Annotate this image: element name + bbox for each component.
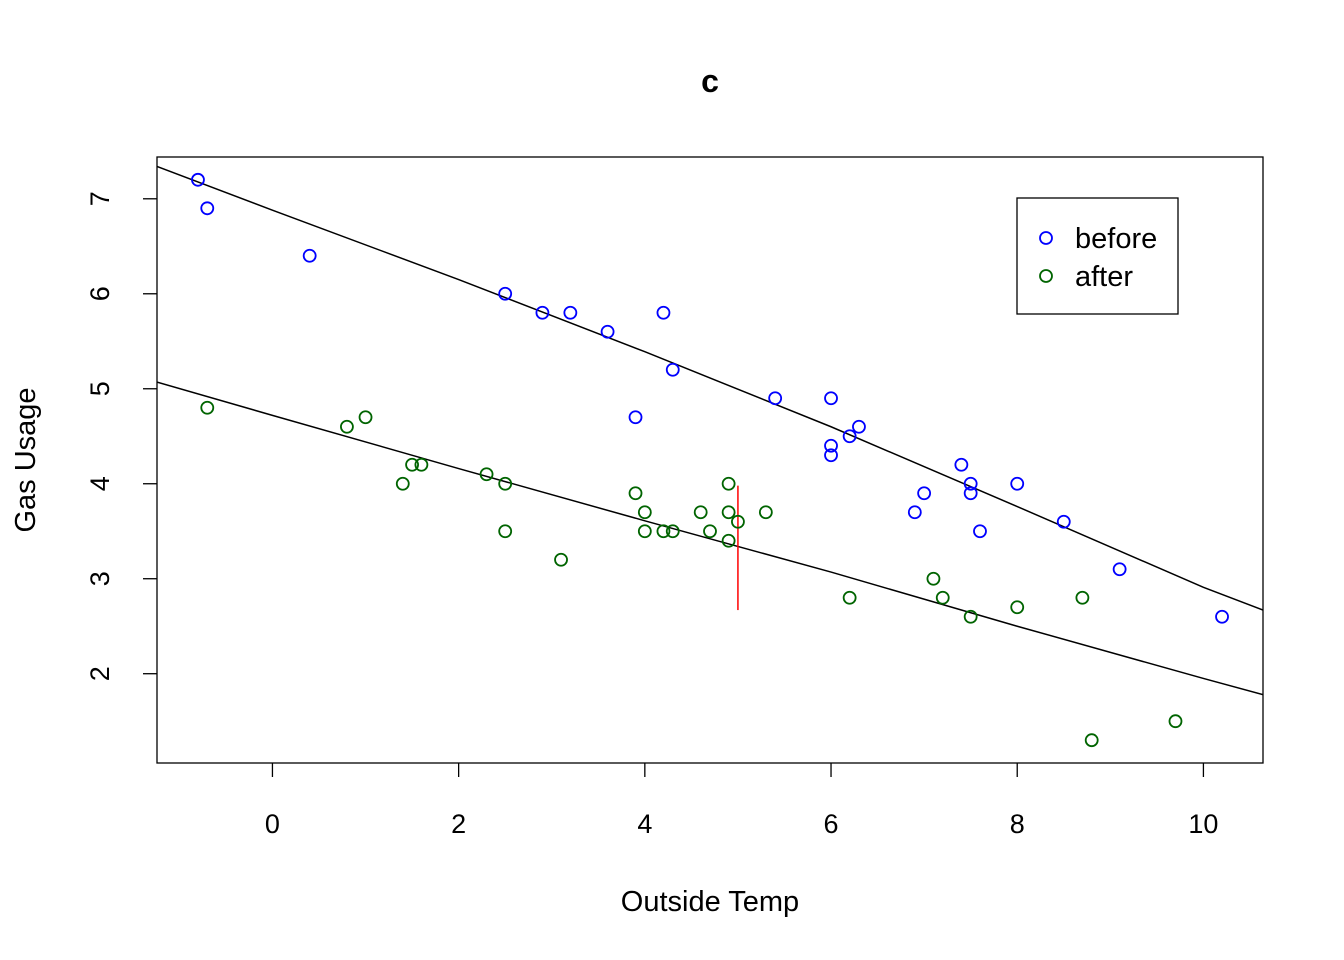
before-point [963,476,978,491]
legend-marker-before [1039,231,1053,245]
after-point [200,400,215,415]
after-point [405,457,419,472]
legend-marker-after [1039,269,1053,283]
x-tick-label: 10 [1188,809,1218,839]
after-point [637,524,652,539]
y-tick-label: 3 [85,571,115,586]
after-point [1084,733,1099,748]
before-point [1215,609,1229,624]
before-point [535,305,550,320]
after-point [498,476,513,491]
after-point [395,476,410,491]
before-point [191,172,205,187]
after-point [554,552,568,567]
x-tick-label: 2 [451,809,466,839]
plot-area [157,165,1263,748]
y-tick-label: 4 [85,476,115,491]
before-point [907,505,922,520]
x-axis-label: Outside Temp [621,886,799,918]
after-point [721,505,736,520]
after-point [926,571,941,586]
before-point [954,457,969,472]
after-point [693,505,708,520]
y-tick-label: 6 [85,286,115,301]
before-point [600,324,615,339]
legend: before after [1016,197,1179,315]
legend-box [1016,197,1179,315]
legend-label-after: after [1075,261,1133,293]
x-tick-label: 4 [637,809,652,839]
after-point [637,505,652,520]
after-point [731,514,745,529]
before-point [973,524,987,539]
after-point [479,467,494,482]
before-point [498,286,513,301]
after-point [703,524,717,539]
after-point [963,609,978,624]
after-point [758,505,773,520]
x-tick-label: 6 [824,809,839,839]
before-point [1056,514,1071,529]
plot-frame [156,156,1264,764]
after-point [358,410,373,425]
before-point [665,362,680,377]
before-point [824,448,838,463]
x-tick-label: 0 [265,809,280,839]
before-point [852,419,866,434]
after-point [721,533,736,548]
before-point [200,201,215,216]
after-point [340,419,354,434]
y-axis-label: Gas Usage [10,387,42,532]
after-point [1075,590,1090,605]
after-point [935,590,950,605]
after-point [665,524,680,539]
before-point [768,391,783,406]
before-point [842,429,857,444]
after-point [498,524,513,539]
before-point [1010,476,1025,491]
legend-label-before: before [1075,223,1157,255]
before-point [628,410,643,425]
after-point [842,590,857,605]
before-point [917,486,932,501]
before-point [963,486,978,501]
before-point [302,248,317,263]
after-point [1168,714,1183,729]
after-fit-line [157,381,1263,696]
after-point [1010,600,1025,615]
axes: 0 2 4 6 8 10 2 3 4 5 6 7 [85,156,1264,839]
y-tick-label: 5 [85,381,115,396]
before-point [1112,562,1127,577]
y-tick-label: 2 [85,666,115,681]
before-fit-line [157,165,1263,611]
after-point [628,486,643,501]
after-point [414,457,429,472]
before-point [656,305,671,320]
y-tick-label: 7 [85,191,115,206]
x-tick-label: 8 [1010,809,1025,839]
plot-contents [157,165,1263,748]
before-point [563,305,578,320]
before-point [824,438,838,453]
chart-title: c [701,63,719,99]
after-point [721,476,736,491]
before-point [824,391,838,406]
after-point [656,524,671,539]
